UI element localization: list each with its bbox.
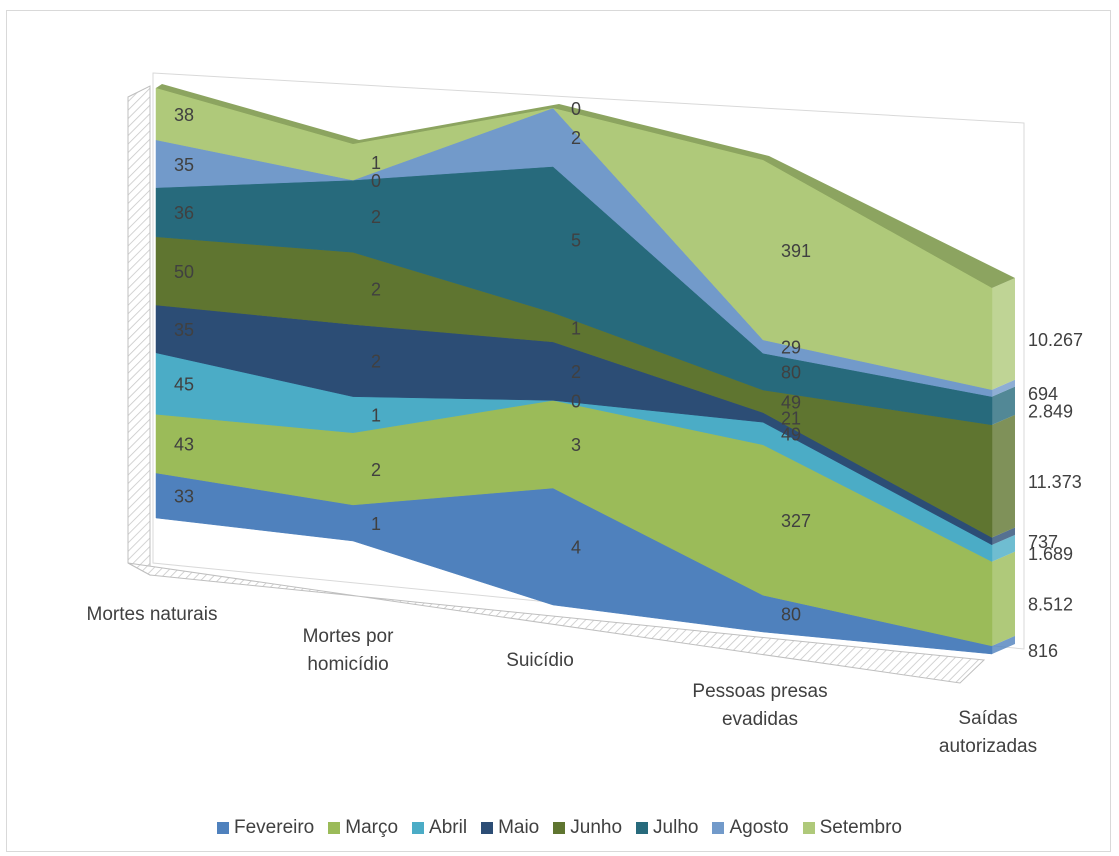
- data-label-maio-2: 2: [371, 352, 381, 372]
- legend-item-agosto: Agosto: [712, 817, 789, 839]
- legend-label: Março: [345, 817, 399, 838]
- chart-legend: Fevereiro Março Abril Maio Junho Julho Agosto S…: [0, 814, 1119, 842]
- legend-label: Julho: [653, 817, 699, 838]
- data-label-setembro-1: 38: [174, 105, 194, 125]
- data-label-fevereiro-3: 4: [571, 538, 581, 558]
- data-label-abril-3: 0: [571, 391, 581, 411]
- data-label-agosto-2: 0: [371, 171, 381, 191]
- data-label-marco-4: 327: [781, 511, 811, 531]
- data-label-setembro-4: 391: [781, 241, 811, 261]
- data-label-marco-2: 2: [371, 460, 381, 480]
- legend-swatch: [217, 822, 229, 834]
- legend-label: Agosto: [729, 817, 789, 838]
- legend-swatch: [636, 822, 649, 834]
- data-label-junho-4: 49: [781, 392, 801, 412]
- legend-label: Junho: [570, 817, 623, 838]
- data-label-abril-1: 45: [174, 375, 194, 395]
- legend-item-junho: Junho: [553, 817, 622, 839]
- data-label-setembro-3: 0: [571, 99, 581, 119]
- data-label-fevereiro-2: 1: [371, 514, 381, 534]
- series-side-abril: [992, 534, 1015, 562]
- category-label-suicidio: Suicídio: [506, 650, 574, 671]
- category-label-mortes-naturais: Mortes naturais: [87, 604, 218, 625]
- data-label-fevereiro-1: 33: [174, 486, 194, 506]
- data-label-abril-4: 49: [781, 424, 801, 444]
- category-label-mortes-por-homicidio: Mortes por homicídio: [303, 626, 394, 675]
- data-label-maio-1: 35: [174, 320, 194, 340]
- data-label-maio-3: 2: [571, 362, 581, 382]
- left-wall: [127, 85, 151, 576]
- data-label-setembro-2: 1: [371, 153, 381, 173]
- category-label-line: autorizadas: [939, 736, 1037, 757]
- data-label-julho-2: 2: [371, 207, 381, 227]
- series-side-fevereiro: [992, 635, 1015, 654]
- data-label-marco-5: 8.512: [1028, 595, 1073, 615]
- legend-item-abril: Abril: [412, 817, 467, 839]
- series-side-julho: [992, 386, 1015, 425]
- data-label-julho-4: 80: [781, 363, 801, 383]
- data-label-marco-1: 43: [174, 435, 194, 455]
- data-label-fevereiro-5: 816: [1028, 641, 1058, 661]
- data-label-agosto-4: 29: [781, 338, 801, 358]
- series-side-setembro: [992, 278, 1015, 390]
- data-label-fevereiro-4: 80: [781, 605, 801, 625]
- data-label-julho-1: 36: [174, 203, 194, 223]
- data-label-maio-4: 21: [781, 408, 801, 428]
- legend-item-setembro: Setembro: [802, 817, 902, 839]
- series-side-agosto: [992, 379, 1015, 397]
- back-wall: [152, 72, 1025, 650]
- category-label-line: Suicídio: [506, 650, 574, 671]
- data-label-maio-5: 737: [1028, 532, 1058, 552]
- data-label-junho-2: 2: [371, 279, 381, 299]
- data-label-junho-3: 1: [571, 318, 581, 338]
- category-label-line: Pessoas presas: [692, 681, 827, 702]
- legend-item-marco: Março: [328, 817, 398, 839]
- data-label-julho-3: 5: [571, 231, 581, 251]
- data-label-junho-1: 50: [174, 262, 194, 282]
- data-label-abril-5: 1.689: [1028, 544, 1073, 564]
- series-side-maio: [992, 527, 1015, 545]
- series-side-marco: [992, 551, 1015, 646]
- legend-swatch: [481, 822, 494, 834]
- category-label-saidas-autorizadas: Saídas autorizadas: [939, 708, 1037, 757]
- data-label-agosto-3: 2: [571, 128, 581, 148]
- category-label-line: Mortes naturais: [87, 604, 218, 625]
- legend-swatch: [412, 822, 425, 834]
- category-label-line: evadidas: [722, 709, 798, 730]
- legend-swatch: [328, 822, 341, 834]
- legend-swatch: [712, 822, 725, 834]
- legend-swatch: [553, 822, 566, 834]
- legend-label: Maio: [498, 817, 540, 838]
- data-label-julho-5: 2.849: [1028, 402, 1073, 422]
- legend-item-fevereiro: Fevereiro: [217, 817, 314, 839]
- category-label-line: Mortes por: [303, 626, 394, 647]
- legend-item-julho: Julho: [636, 817, 698, 839]
- legend-label: Abril: [429, 817, 468, 838]
- data-label-agosto-1: 35: [174, 155, 194, 175]
- legend-swatch: [802, 822, 815, 834]
- data-label-marco-3: 3: [571, 435, 581, 455]
- legend-label: Fevereiro: [234, 817, 315, 838]
- data-label-junho-5: 11.373: [1028, 472, 1082, 492]
- legend-label: Setembro: [819, 817, 902, 838]
- series-side-junho: [992, 414, 1015, 538]
- data-label-abril-2: 1: [371, 406, 381, 426]
- category-label-pessoas-presas-evadidas: Pessoas presas evadidas: [692, 681, 827, 730]
- data-label-agosto-5: 694: [1028, 384, 1058, 404]
- floor: [127, 562, 986, 684]
- category-label-line: Saídas: [958, 708, 1017, 729]
- legend-item-maio: Maio: [481, 817, 539, 839]
- category-label-line: homicídio: [307, 654, 388, 675]
- data-label-setembro-5: 10.267: [1028, 330, 1083, 350]
